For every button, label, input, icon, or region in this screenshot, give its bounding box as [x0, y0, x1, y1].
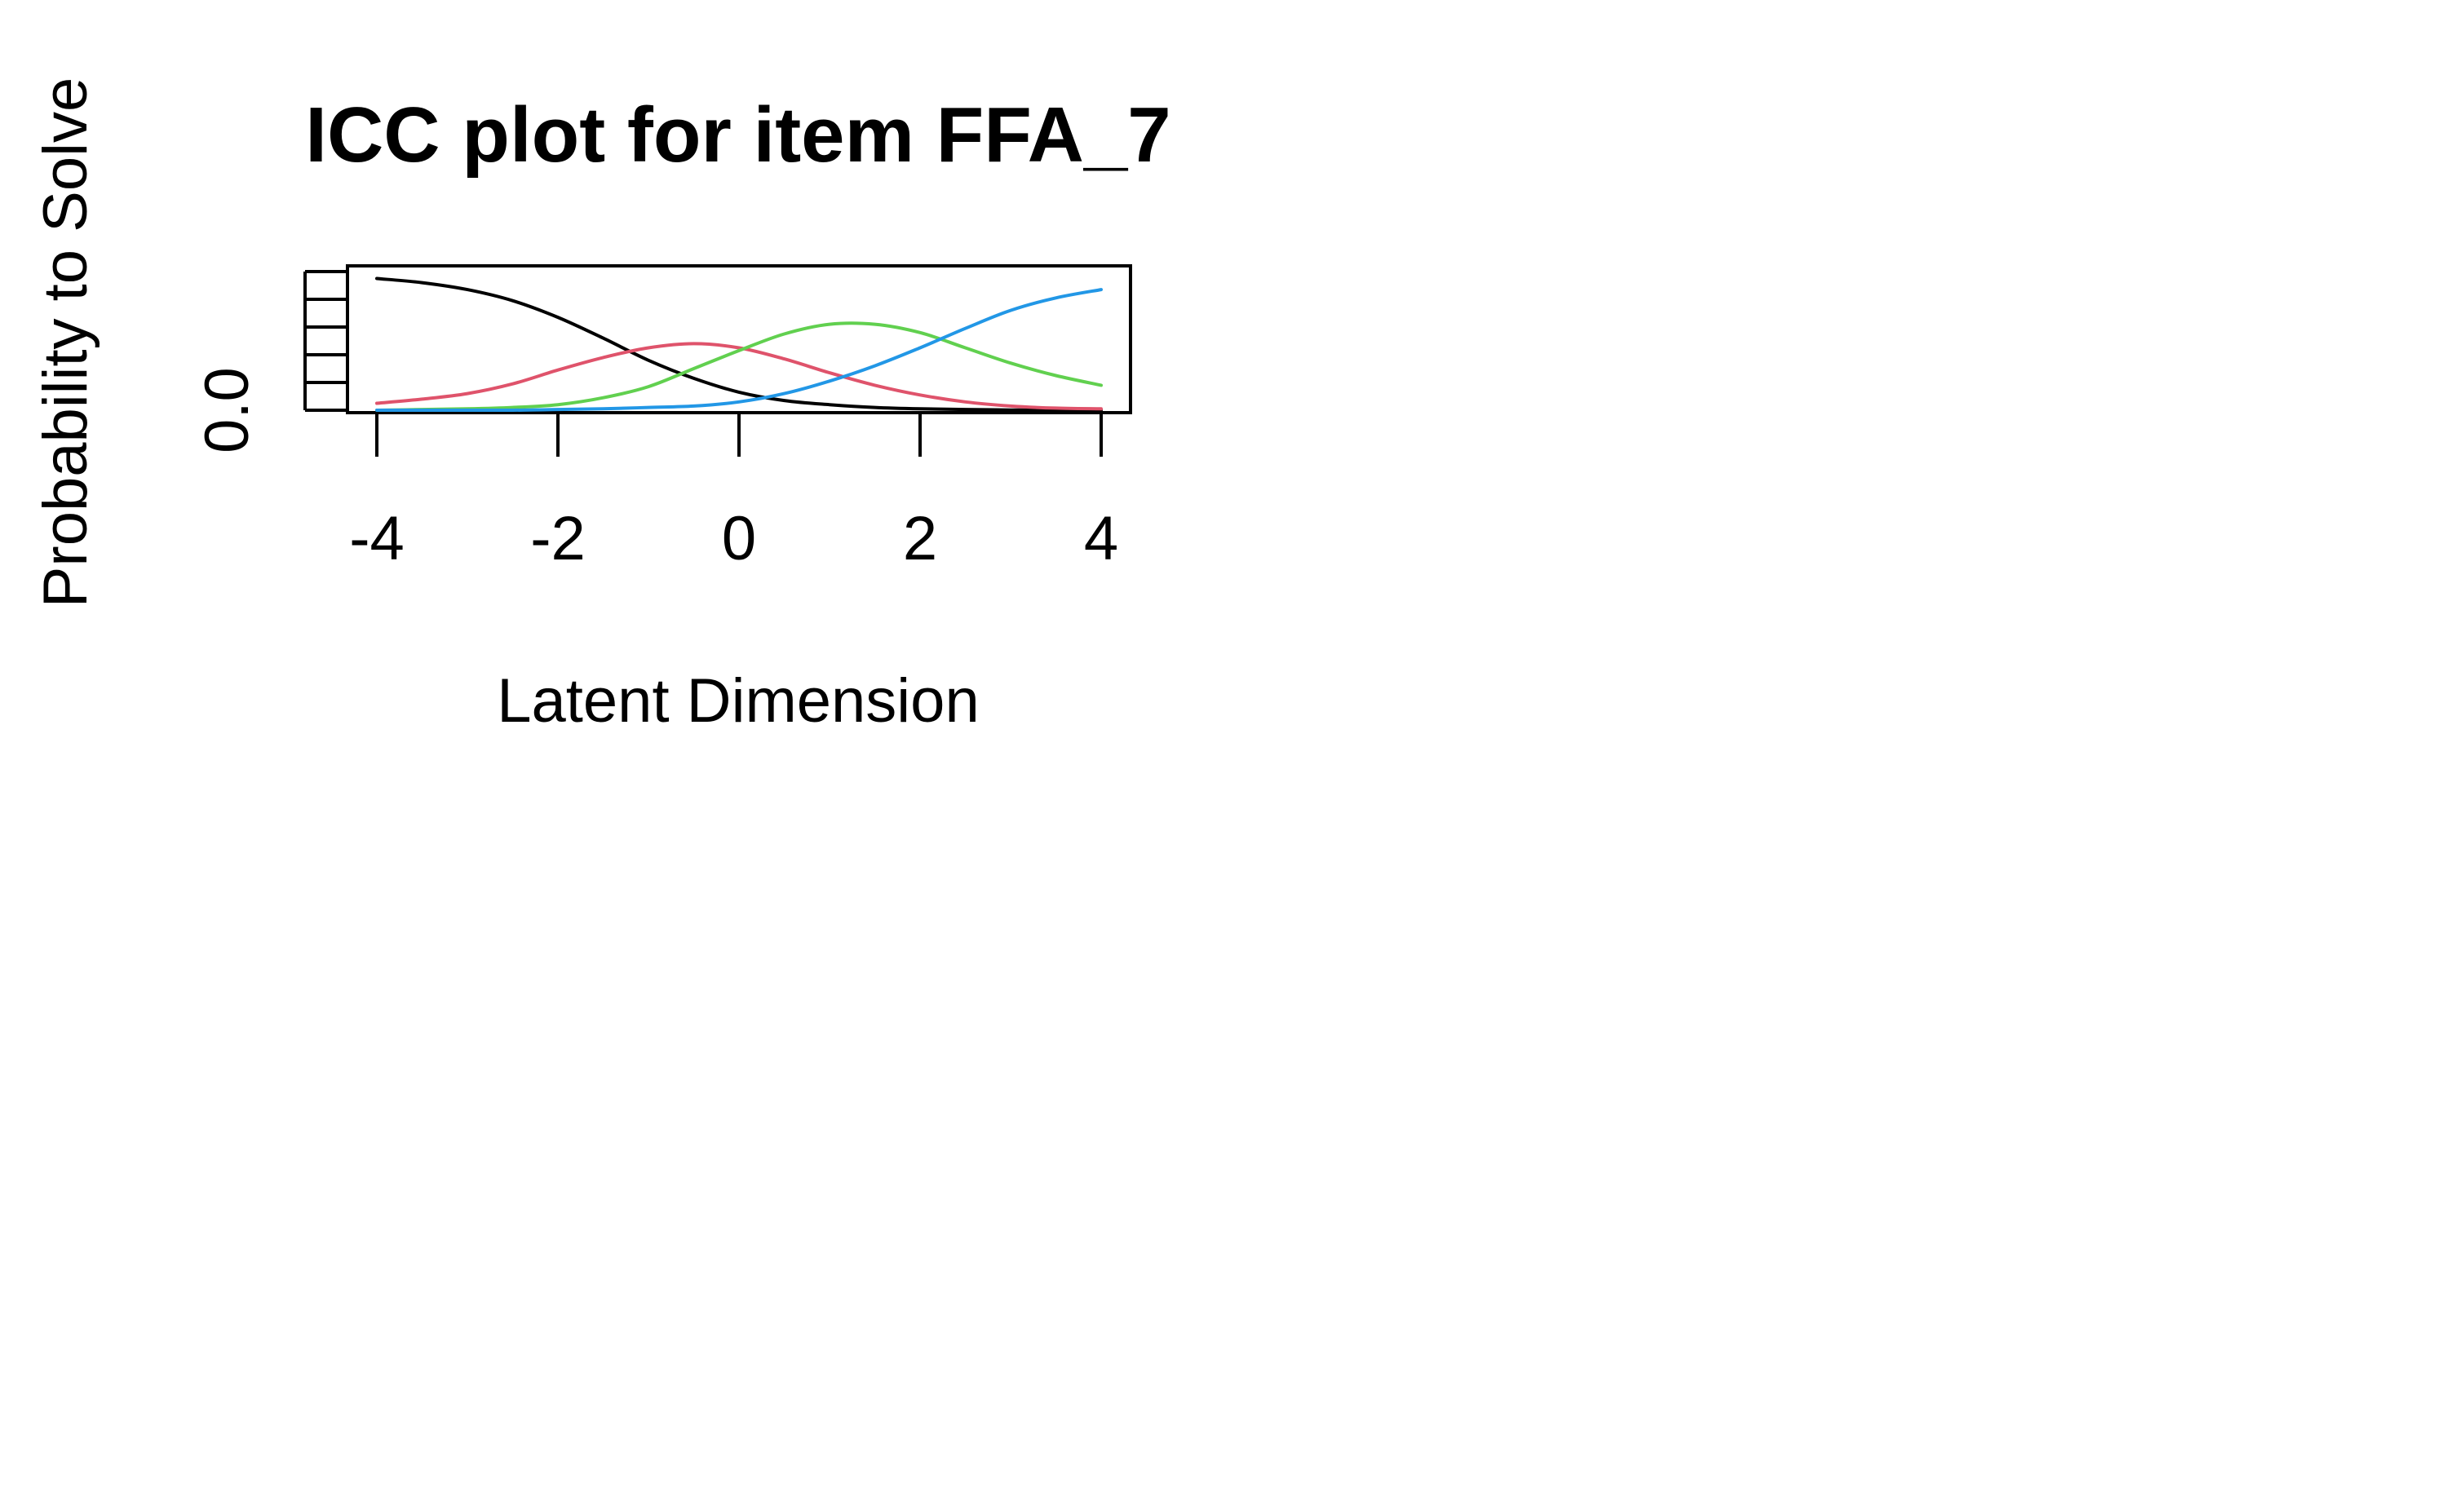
- x-tick-label-4: 4: [1084, 504, 1118, 573]
- x-axis: -4 -2 0 2 4: [349, 411, 1118, 573]
- x-tick-label-2: 0: [722, 504, 756, 573]
- series-layer: [375, 276, 1103, 413]
- chart-title: ICC plot for item FFA_7: [305, 91, 1170, 179]
- x-ticks: [375, 413, 1103, 457]
- series-line-1: [375, 342, 1103, 411]
- y-axis: 0.0: [192, 270, 347, 453]
- x-tick-label-0: -4: [349, 504, 405, 573]
- series-line-2: [375, 321, 1103, 412]
- x-tick-label-3: 2: [903, 504, 937, 573]
- x-axis-label: Latent Dimension: [497, 666, 979, 736]
- y-axis-label: Probability to Solve: [31, 77, 100, 608]
- x-tick-label-1: -2: [530, 504, 586, 573]
- y-ticks: [305, 270, 347, 412]
- y-tick-label-0: 0.0: [192, 367, 262, 453]
- series-line-3: [375, 288, 1103, 413]
- series-line-0: [375, 276, 1103, 412]
